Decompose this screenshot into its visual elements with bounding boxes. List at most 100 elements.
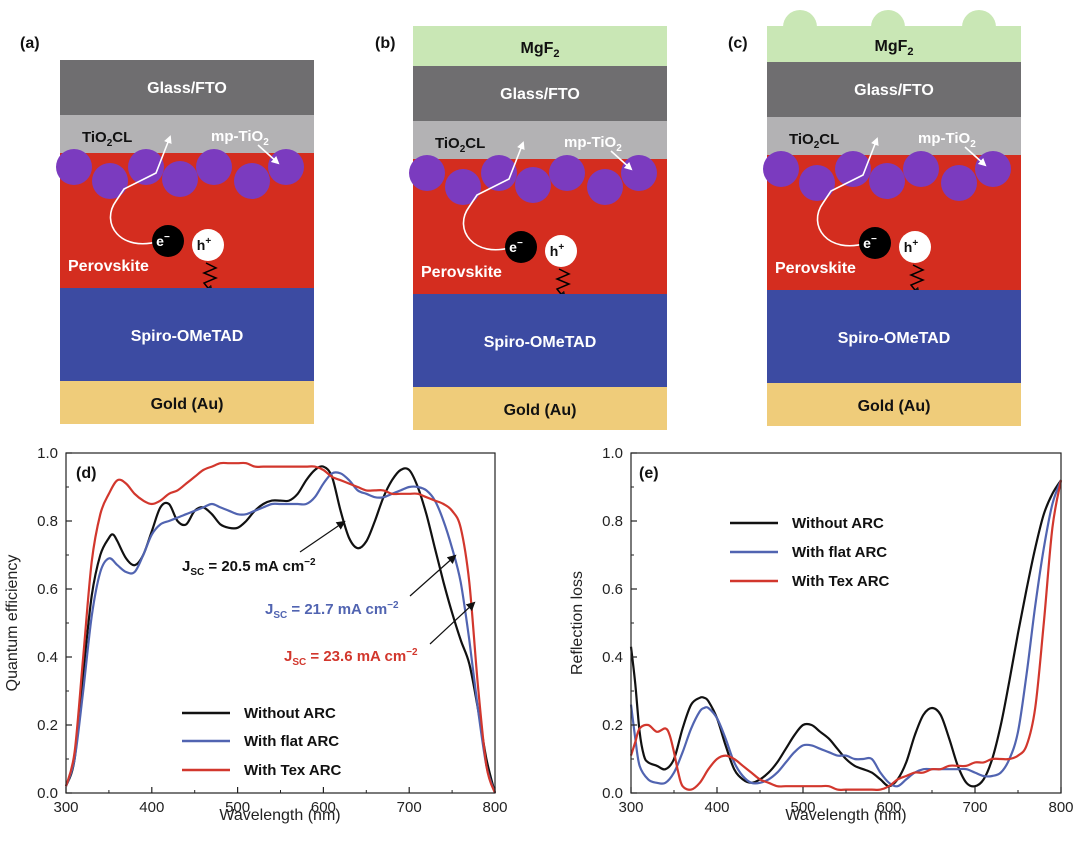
y-tick-label: 0.4 [37,649,58,666]
layer-tio2-cl [413,121,667,159]
x-tick-label: 500 [790,799,815,816]
tio2-cl-label: TiO2CL [789,131,839,151]
layer-spiro-ometad [413,294,667,387]
electron-path [462,141,525,251]
hole-path [555,268,571,301]
x-tick-label: 700 [397,799,422,816]
svg-text:e−: e− [156,232,170,249]
y-tick-label: 0.8 [37,513,58,530]
hole-path [909,264,925,297]
electron-icon: e− [859,227,891,259]
mp-tio2-particles [56,149,304,199]
legend-e: Without ARC With flat ARC With Tex ARC [730,515,890,590]
glass-fto-label: Glass/FTO [147,80,227,97]
mp-tio2-particles [763,151,1011,201]
x-tick-label: 400 [704,799,729,816]
gold-label: Gold (Au) [504,402,577,419]
x-tick-label: 600 [876,799,901,816]
hole-path [202,262,218,295]
mp-tio2-label: mp-TiO2 [564,134,622,154]
svg-text:e−: e− [863,234,877,251]
mgf2-label: MgF2 [875,38,914,58]
svg-text:JSC = 21.7 mA cm−2: JSC = 21.7 mA cm−2 [265,600,399,621]
svg-text:h+: h+ [197,236,212,253]
layer-gold [60,381,314,424]
panel-label: (a) [20,35,40,52]
layer-gold [767,383,1021,426]
hole-icon: h+ [192,229,224,261]
y-tick-label: 0.8 [602,513,623,530]
series-line-with-flat-arc [629,479,1063,788]
y-tick-label: 0.4 [602,649,623,666]
x-tick-label: 800 [482,799,507,816]
y-tick-label: 1.0 [37,445,58,462]
y-tick-label: 0.2 [37,717,58,734]
glass-fto-label: Glass/FTO [854,82,934,99]
x-tick-label: 400 [139,799,164,816]
electron-icon: e− [152,225,184,257]
perovskite-label: Perovskite [421,264,502,281]
svg-text:JSC = 23.6 mA cm−2: JSC = 23.6 mA cm−2 [284,647,418,668]
spiro-ometad-label: Spiro-OMeTAD [131,328,244,345]
x-tick-label: 300 [618,799,643,816]
legend-label-flat: With flat ARC [244,733,339,750]
device-diagrams: (a) Glass/FTO TiO2CL mp-TiO2 e− h+ Perovskite S… [20,10,1021,430]
perovskite-label: Perovskite [775,260,856,277]
y-tick-label: 1.0 [602,445,623,462]
hole-icon: h+ [899,231,931,263]
hole-icon: h+ [545,235,577,267]
perovskite-label: Perovskite [68,258,149,275]
mp-tio2-label: mp-TiO2 [211,128,269,148]
glass-fto-label: Glass/FTO [500,86,580,103]
panel-label: (b) [375,35,395,52]
mp-tio2-label: mp-TiO2 [918,130,976,150]
diagram-panel-2: (b) MgF2 Glass/FTO TiO2CL mp-TiO2 e− h+ Perovsk… [375,26,667,430]
series-line-with-flat-arc [64,471,497,794]
electron-icon: e− [505,231,537,263]
y-axis-title-d: Quantum efficiency [4,555,21,692]
svg-text:e−: e− [509,238,523,255]
layer-tio2-cl [767,117,1021,155]
diagram-panel-1: (a) Glass/FTO TiO2CL mp-TiO2 e− h+ Perovskite S… [20,35,314,424]
x-tick-label: 600 [311,799,336,816]
legend-label-tex: With Tex ARC [244,762,342,779]
y-tick-label: 0.2 [602,717,623,734]
layer-gold [413,387,667,430]
layer-glass-fto [60,60,314,115]
spiro-ometad-label: Spiro-OMeTAD [484,334,597,351]
svg-text:JSC = 20.5 mA cm−2: JSC = 20.5 mA cm−2 [182,557,316,578]
x-tick-label: 300 [53,799,78,816]
layer-tio2-cl [60,115,314,153]
layer-spiro-ometad [767,290,1021,383]
y-axis-title-e: Reflection loss [569,571,586,675]
y-tick-label: 0.0 [37,785,58,802]
x-tick-label: 800 [1048,799,1073,816]
svg-text:h+: h+ [904,238,919,255]
x-axis-title-e: Wavelength (nm) [785,807,906,824]
series-line-without-arc [629,479,1062,788]
series-line-without-arc [64,465,497,794]
legend-label-tex-e: With Tex ARC [792,573,890,590]
legend-label-flat-e: With flat ARC [792,544,887,561]
jsc-annotation-tex: JSC = 23.6 mA cm−2 [284,601,476,668]
jsc-annotation-without: JSC = 20.5 mA cm−2 [182,520,346,578]
diagram-panel-3: (c) MgF2 Glass/FTO TiO2CL mp-TiO2 e− h+ Perovsk… [728,10,1021,426]
panel-label-d: (d) [76,465,96,482]
jsc-annotation-flat: JSC = 21.7 mA cm−2 [265,554,457,621]
legend-label-without-e: Without ARC [792,515,884,532]
electron-path [816,137,879,247]
panel-label-e: (e) [639,465,659,482]
tio2-cl-label: TiO2CL [435,135,485,155]
x-tick-label: 500 [225,799,250,816]
gold-label: Gold (Au) [151,396,224,413]
y-tick-label: 0.0 [602,785,623,802]
layer-glass-fto [413,66,667,121]
svg-text:h+: h+ [550,242,565,259]
electron-path [109,135,172,245]
x-axis-title-d: Wavelength (nm) [219,807,340,824]
panel-label: (c) [728,35,748,52]
tio2-cl-label: TiO2CL [82,129,132,149]
chart-quantum-efficiency: (d) 300 400 500 600 700 800 0.0 0.2 0.4 0.6 0.8 1.0… [4,445,508,824]
layer-glass-fto [767,62,1021,117]
